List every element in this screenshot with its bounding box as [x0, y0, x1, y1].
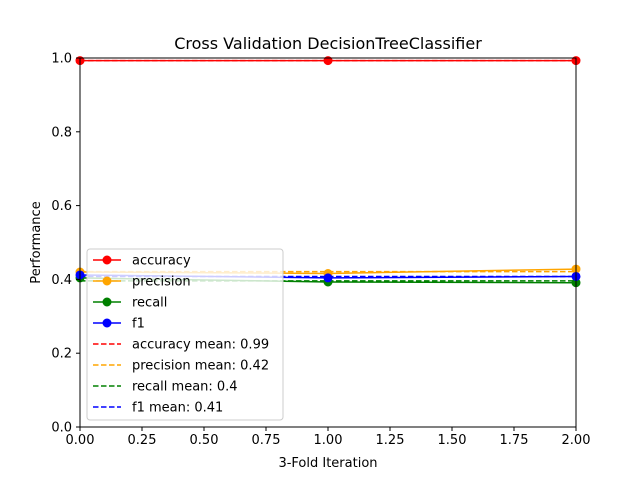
legend-entry-accuracy-label: accuracy: [132, 254, 191, 269]
legend-box: [86, 248, 284, 421]
x-axis-label: 3-Fold Iteration: [278, 456, 377, 471]
legend-entry-precision-label: precision: [132, 275, 191, 290]
data-point-f1: [323, 273, 333, 283]
legend-entry-recall-label: recall: [132, 296, 167, 311]
legend-entry-f1-mean-mean-label: f1 mean: 0.41: [132, 401, 223, 416]
x-tick-label: 1.00: [314, 433, 343, 448]
legend-entry-precision-mean-mean-label: precision mean: 0.42: [132, 359, 269, 374]
legend-entry-f1-label: f1: [132, 317, 145, 332]
x-tick-label: 0.75: [252, 433, 281, 448]
legend-entry-accuracy-mean-mean-label: accuracy mean: 0.99: [132, 338, 269, 353]
y-axis-ticks: 0.0 0.2 0.4 0.6 0.8 1.0: [51, 52, 80, 436]
y-tick-label: 0.6: [51, 199, 72, 214]
legend-entry-precision-marker: [102, 276, 112, 286]
x-tick-label: 1.75: [500, 433, 529, 448]
legend-entry-recall-marker: [102, 297, 112, 307]
x-tick-label: 2.00: [562, 433, 591, 448]
x-tick-label: 1.25: [376, 433, 405, 448]
legend-entry-accuracy-marker: [102, 255, 112, 265]
x-tick-label: 1.50: [438, 433, 467, 448]
y-axis-label: Performance: [29, 201, 44, 283]
y-tick-label: 0.2: [51, 347, 72, 362]
legend-entries: accuracy precision recall f1 accuracy mean: …: [93, 254, 269, 416]
legend: accuracy precision recall f1 accuracy mean: …: [86, 248, 284, 421]
legend-entry-f1-marker: [102, 318, 112, 328]
x-tick-label: 0.25: [128, 433, 157, 448]
y-tick-label: 1.0: [51, 52, 72, 67]
x-axis-ticks: 0.00 0.25 0.50 0.75 1.00 1.25 1.50 1.75 2.00: [66, 427, 591, 448]
x-tick-label: 0.50: [190, 433, 219, 448]
x-tick-label: 0.00: [66, 433, 95, 448]
data-point-accuracy: [323, 56, 333, 66]
legend-entry-recall-mean-mean-label: recall mean: 0.4: [132, 380, 238, 395]
y-tick-label: 0.0: [51, 421, 72, 436]
chart-title: Cross Validation DecisionTreeClassifier: [174, 34, 482, 53]
y-tick-label: 0.8: [51, 125, 72, 140]
y-tick-label: 0.4: [51, 273, 72, 288]
